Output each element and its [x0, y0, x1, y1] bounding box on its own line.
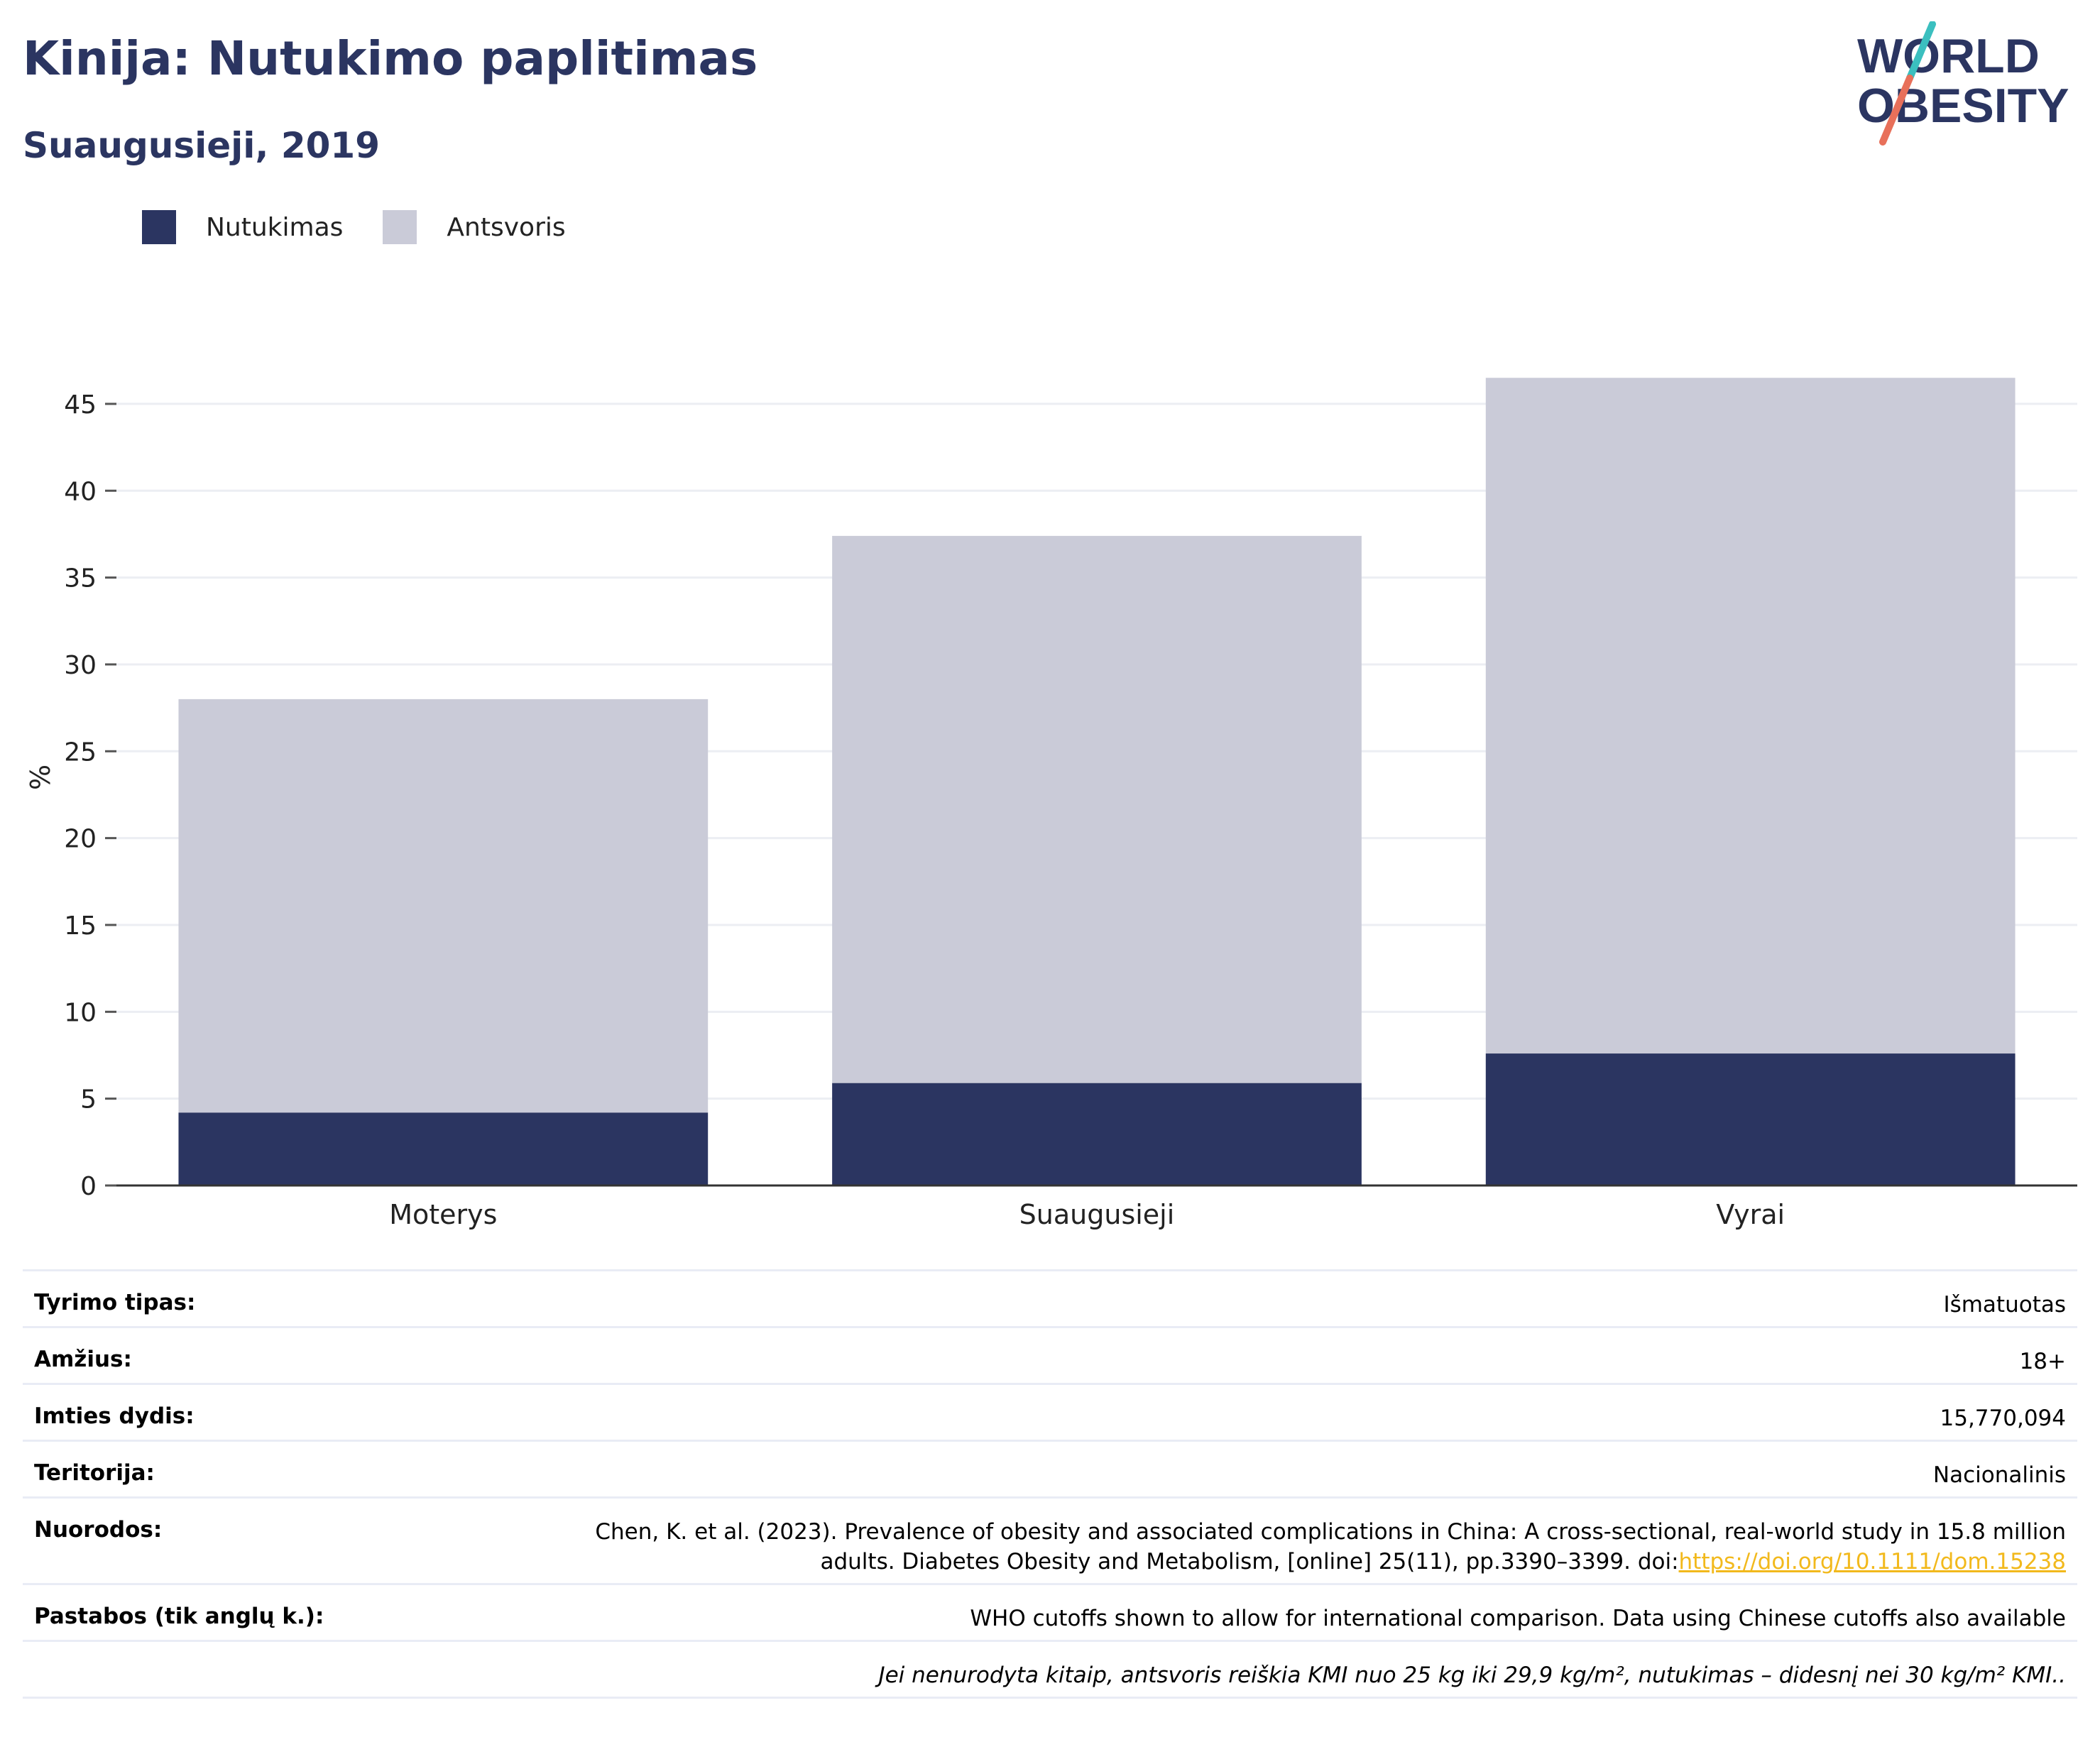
info-label-definition-empty	[23, 1640, 368, 1699]
doi-link[interactable]: https://doi.org/10.1111/dom.15238	[1678, 1549, 2066, 1575]
page-subtitle: Suaugusieji, 2019	[23, 125, 380, 166]
info-row-references: Nuorodos: Chen, K. et al. (2023). Preval…	[23, 1496, 2077, 1584]
y-tick-label-45: 45	[64, 390, 97, 420]
bar-moterys-antsvoris	[178, 699, 709, 1113]
x-tick-label-suaugusieji: Suaugusieji	[1019, 1199, 1175, 1230]
info-label-territory: Teritorija:	[23, 1440, 368, 1498]
info-label-age: Amžius:	[23, 1326, 368, 1384]
info-value-age: 18+	[367, 1326, 2077, 1384]
bar-suaugusieji-antsvoris	[832, 535, 1362, 1083]
info-label-sample-size: Imties dydis:	[23, 1383, 368, 1441]
bar-moterys-nutukimas	[178, 1112, 709, 1185]
y-tick-label-20: 20	[64, 825, 97, 854]
y-tick-label-35: 35	[64, 564, 97, 593]
info-value-notes: WHO cutoffs shown to allow for internati…	[367, 1583, 2077, 1641]
reference-line-1: Chen, K. et al. (2023). Prevalence of ob…	[595, 1519, 2066, 1545]
info-row-age: Amžius: 18+	[23, 1326, 2077, 1384]
y-tick-label-0: 0	[80, 1172, 97, 1201]
info-row-survey-type: Tyrimo tipas: Išmatuotas	[23, 1269, 2077, 1327]
y-tick-label-40: 40	[64, 477, 97, 506]
info-value-sample-size: 15,770,094	[367, 1383, 2077, 1441]
y-tick-label-15: 15	[64, 911, 97, 941]
bar-suaugusieji-nutukimas	[832, 1083, 1362, 1185]
logo-slash-coral	[1879, 75, 1913, 146]
legend-swatch-overweight	[383, 210, 417, 244]
info-value-survey-type: Išmatuotas	[367, 1269, 2077, 1327]
metadata-table: Tyrimo tipas: Išmatuotas Amžius: 18+ Imt…	[23, 1269, 2077, 1699]
info-row-sample-size: Imties dydis: 15,770,094	[23, 1383, 2077, 1441]
y-axis-label: %	[25, 765, 56, 790]
info-label-notes: Pastabos (tik anglų k.):	[23, 1583, 368, 1641]
logo-slash-teal	[1906, 21, 1936, 82]
y-tick-label-5: 5	[80, 1085, 97, 1115]
legend-item-overweight[interactable]: Antsvoris	[383, 210, 566, 244]
legend-label-obesity: Nutukimas	[206, 212, 344, 242]
reference-line-2: adults. Diabetes Obesity and Metabolism,…	[820, 1549, 1679, 1575]
info-value-definition: Jei nenurodyta kitaip, antsvoris reiškia…	[367, 1640, 2077, 1699]
info-label-survey-type: Tyrimo tipas:	[23, 1269, 368, 1327]
info-row-territory: Teritorija: Nacionalinis	[23, 1440, 2077, 1498]
page-title: Kinija: Nutukimo paplitimas	[23, 31, 758, 86]
bar-vyrai-antsvoris	[1485, 378, 2016, 1054]
y-tick-label-10: 10	[64, 998, 97, 1027]
bar-vyrai-nutukimas	[1485, 1053, 2016, 1185]
info-value-territory: Nacionalinis	[367, 1440, 2077, 1498]
y-tick-label-25: 25	[64, 738, 97, 767]
world-obesity-logo: WORLD OBESITY	[1857, 21, 2069, 146]
stacked-bar-chart: 0 5 10 15 20 25 30 35 40 45% Moterys Suaugusieji Vyr…	[25, 378, 2077, 1230]
logo-text-world: WORLD	[1857, 29, 2040, 83]
legend-swatch-obesity	[142, 210, 176, 244]
info-value-references: Chen, K. et al. (2023). Prevalence of ob…	[367, 1496, 2077, 1584]
x-tick-label-vyrai: Vyrai	[1716, 1199, 1785, 1230]
chart-legend: Nutukimas Antsvoris	[142, 210, 606, 244]
info-row-definition: Jei nenurodyta kitaip, antsvoris reiškia…	[23, 1640, 2077, 1699]
info-row-notes: Pastabos (tik anglų k.): WHO cutoffs sho…	[23, 1583, 2077, 1641]
legend-item-obesity[interactable]: Nutukimas	[142, 210, 343, 244]
y-tick-label-30: 30	[64, 651, 97, 680]
legend-label-overweight: Antsvoris	[447, 212, 566, 242]
info-label-references: Nuorodos:	[23, 1496, 368, 1584]
x-tick-label-moterys: Moterys	[389, 1199, 497, 1230]
